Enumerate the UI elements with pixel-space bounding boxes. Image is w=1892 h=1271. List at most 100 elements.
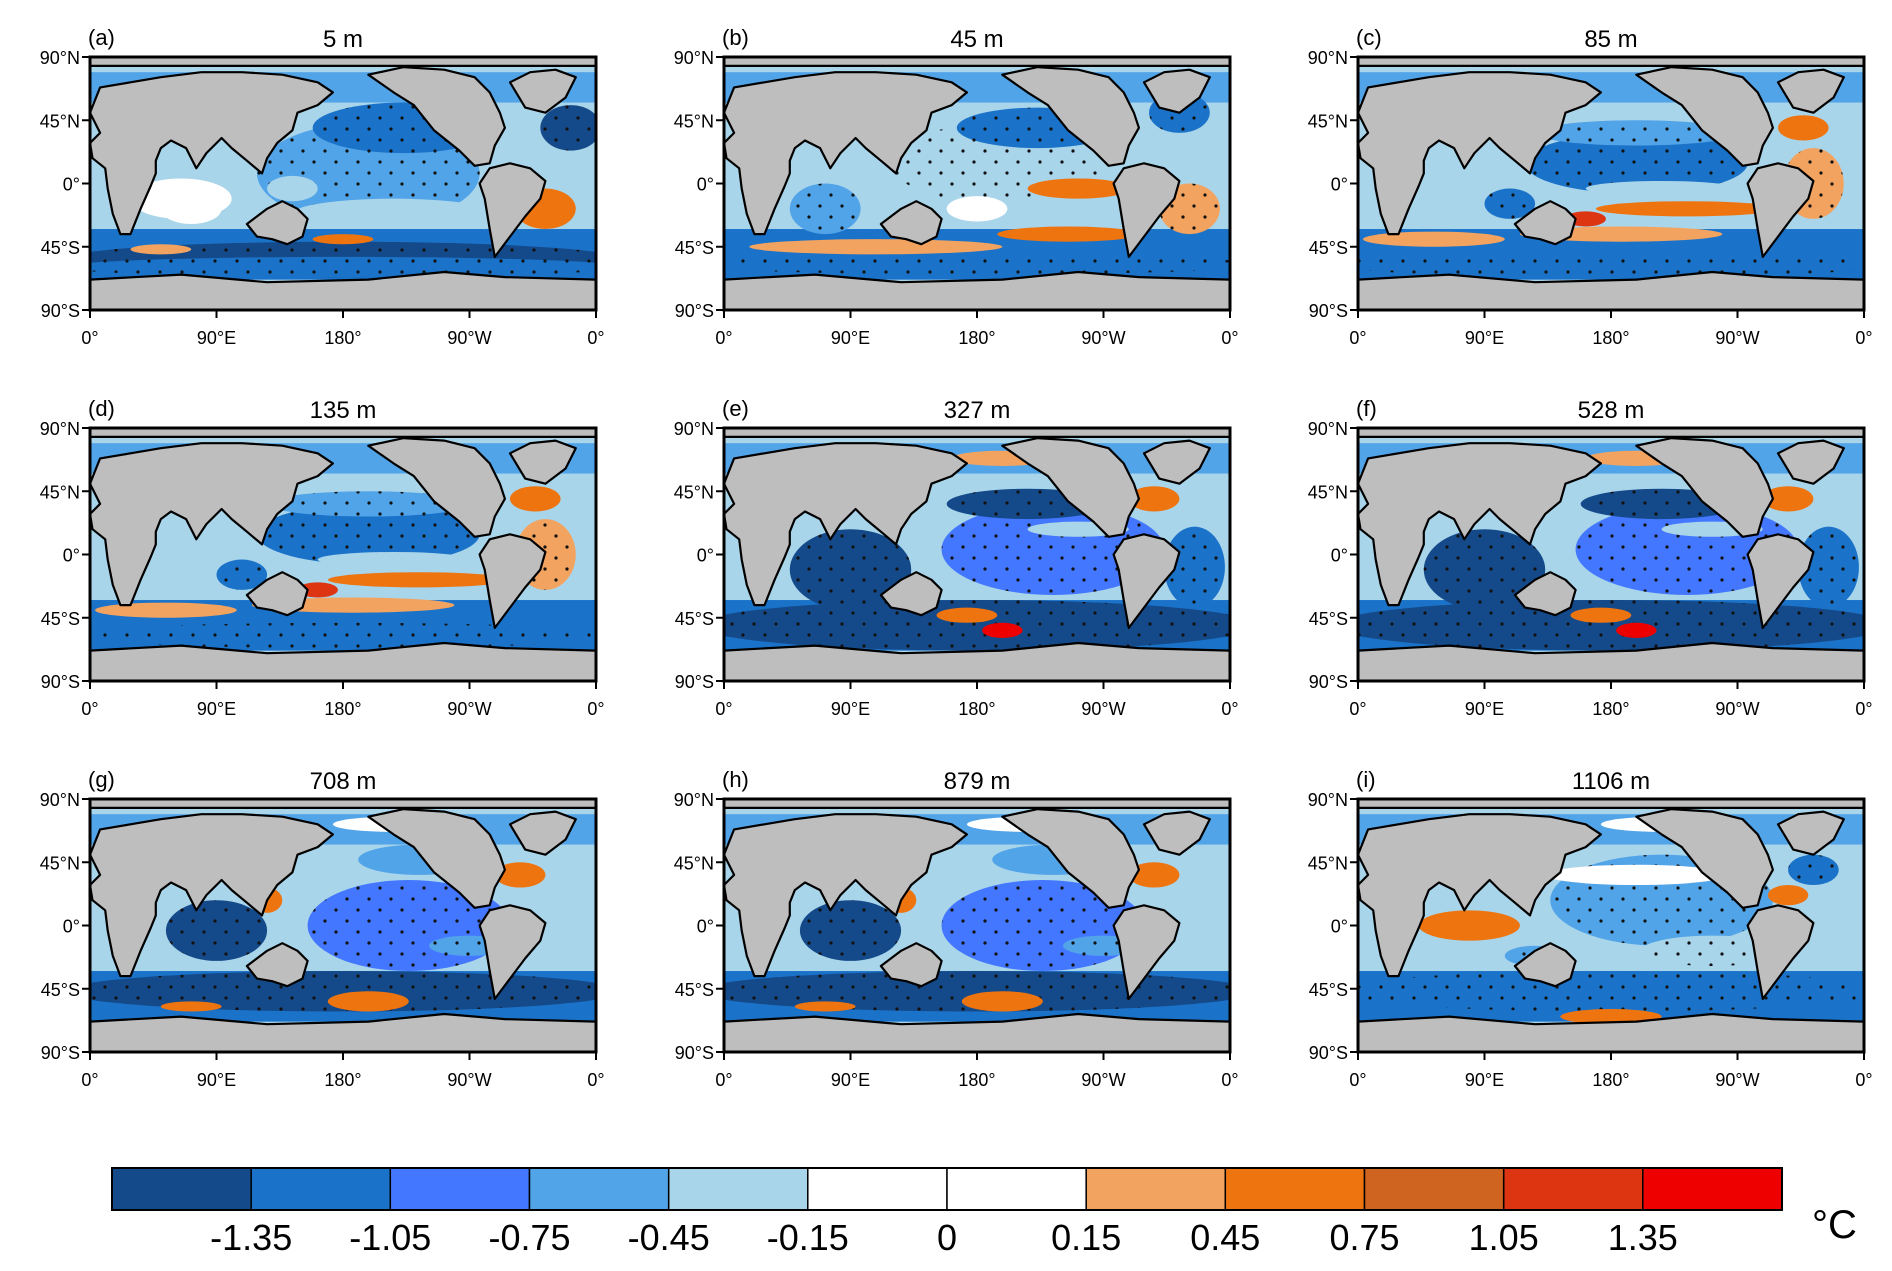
lat-tick-label: 0° xyxy=(1331,546,1348,566)
colorbar-swatch xyxy=(1502,1167,1644,1211)
land-mass xyxy=(879,200,943,246)
land-mass xyxy=(1358,71,1603,236)
lat-tick-label: 45°N xyxy=(674,853,714,873)
lon-tick-label: 90°E xyxy=(197,699,236,719)
land-mass xyxy=(1358,270,1864,310)
lat-tick-label: 45°S xyxy=(41,238,80,258)
lat-tick-label: 45°N xyxy=(674,111,714,131)
lon-tick-label: 90°E xyxy=(1465,1070,1504,1090)
lat-tick-label: 0° xyxy=(697,917,714,937)
lat-tick-label: 0° xyxy=(1331,175,1348,195)
land-mass xyxy=(1776,68,1845,114)
lat-tick-label: 90°S xyxy=(1309,301,1348,321)
land-mass xyxy=(1358,813,1603,978)
lat-tick-label: 45°N xyxy=(1308,482,1348,502)
land-mass xyxy=(1142,439,1211,485)
lon-tick-label: 90°E xyxy=(1465,699,1504,719)
lat-tick-label: 0° xyxy=(1331,917,1348,937)
land-mass xyxy=(1142,810,1211,856)
land-mass xyxy=(478,162,547,258)
lon-tick-label: 90°E xyxy=(831,328,870,348)
land-mass xyxy=(724,57,1230,68)
panel-depth-title: 45 m xyxy=(950,26,1003,53)
lon-tick-label: 180° xyxy=(324,1070,361,1090)
anomaly-field xyxy=(724,799,1230,1052)
colorbar-label: 0.75 xyxy=(1329,1217,1399,1258)
colorbar-swatch xyxy=(667,1167,809,1211)
land-mass xyxy=(1746,533,1815,630)
lon-tick-label: 90°E xyxy=(197,1070,236,1090)
lon-tick-label: 90°E xyxy=(831,1070,870,1090)
colorbar-label: -0.15 xyxy=(767,1217,849,1258)
lon-tick-label: 180° xyxy=(1592,328,1629,348)
lon-tick-label: 90°W xyxy=(447,699,491,719)
land-mass xyxy=(1635,437,1775,538)
colorbar-swatch xyxy=(250,1167,392,1211)
lon-tick-label: 0° xyxy=(1855,699,1872,719)
panel-depth-title: 327 m xyxy=(944,397,1011,424)
lat-tick-label: 90°N xyxy=(1308,48,1348,68)
land-mass xyxy=(1746,904,1815,1001)
land-mass xyxy=(90,799,596,810)
land-mass xyxy=(90,813,334,978)
land-mass xyxy=(1001,65,1141,167)
lat-tick-label: 45°N xyxy=(1308,111,1348,131)
lat-tick-label: 45°S xyxy=(675,238,714,258)
lon-tick-label: 0° xyxy=(1221,1070,1238,1090)
land-mass xyxy=(724,641,1230,681)
land-mass xyxy=(90,71,334,236)
lon-tick-label: 90°W xyxy=(447,1070,491,1090)
land-mass xyxy=(1358,1012,1864,1052)
land-mass xyxy=(724,71,969,236)
lon-tick-label: 0° xyxy=(1349,1070,1366,1090)
anomaly-field xyxy=(90,57,596,310)
land-mass xyxy=(724,1012,1230,1052)
lon-tick-label: 0° xyxy=(587,699,604,719)
colorbar-label: 0.45 xyxy=(1190,1217,1260,1258)
land-mass xyxy=(1112,904,1181,1001)
lat-tick-label: 90°S xyxy=(41,672,80,692)
lon-tick-label: 90°W xyxy=(1081,699,1125,719)
map-panel: (h) 879 m90°N45°N0°45°S90°S0° 90°E 180° 90°W… xyxy=(674,767,1239,1090)
lon-tick-label: 180° xyxy=(1592,699,1629,719)
panel-depth-title: 5 m xyxy=(323,26,363,53)
lat-tick-label: 45°N xyxy=(674,482,714,502)
lon-tick-label: 90°W xyxy=(1081,1070,1125,1090)
land-mass xyxy=(90,57,596,68)
lon-tick-label: 90°W xyxy=(1715,699,1759,719)
panel-depth-title: 879 m xyxy=(944,768,1011,795)
panel-letter: (a) xyxy=(88,25,115,50)
panel-letter: (e) xyxy=(722,396,749,421)
anomaly-field xyxy=(724,57,1230,310)
anomaly-field xyxy=(724,428,1230,681)
colorbar-label: 0 xyxy=(937,1217,957,1258)
lat-tick-label: 0° xyxy=(63,175,80,195)
lat-tick-label: 45°S xyxy=(1309,238,1348,258)
land-mass xyxy=(1358,442,1603,607)
land-mass xyxy=(879,571,943,617)
lon-tick-label: 0° xyxy=(715,1070,732,1090)
anomaly-field xyxy=(1358,57,1864,310)
colorbar-label: -1.35 xyxy=(210,1217,292,1258)
land-mass xyxy=(1635,65,1775,167)
lat-tick-label: 90°S xyxy=(1309,672,1348,692)
colorbar-label: 0.15 xyxy=(1051,1217,1121,1258)
lat-tick-label: 45°N xyxy=(40,111,80,131)
lon-tick-label: 0° xyxy=(587,328,604,348)
lon-tick-label: 90°E xyxy=(831,699,870,719)
land-mass xyxy=(1513,942,1577,988)
lon-tick-label: 180° xyxy=(324,328,361,348)
panel-depth-title: 135 m xyxy=(310,397,377,424)
colorbar-swatch xyxy=(1363,1167,1505,1211)
lon-tick-label: 90°E xyxy=(197,328,236,348)
lat-tick-label: 0° xyxy=(697,175,714,195)
land-mass xyxy=(1513,200,1577,246)
colorbar-swatch xyxy=(1224,1167,1366,1211)
colorbar-label: 1.05 xyxy=(1469,1217,1539,1258)
colorbar-swatch xyxy=(1085,1167,1227,1211)
lon-tick-label: 0° xyxy=(587,1070,604,1090)
land-mass xyxy=(1635,807,1775,909)
land-mass xyxy=(367,437,506,538)
land-mass xyxy=(1142,68,1211,114)
lon-tick-label: 90°W xyxy=(447,328,491,348)
